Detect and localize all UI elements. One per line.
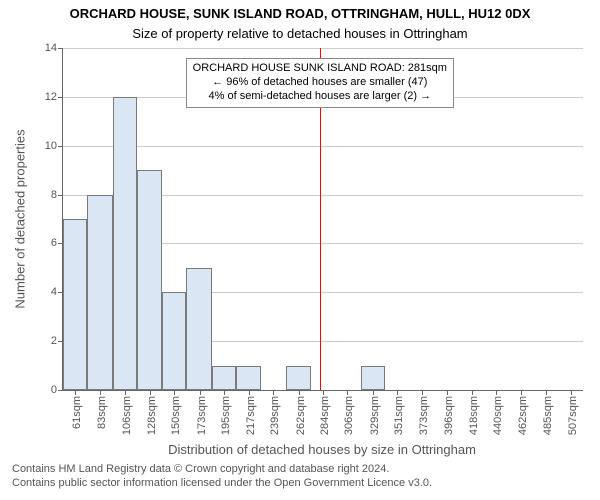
gridline bbox=[63, 48, 583, 49]
annotation-line: 4% of semi-detached houses are larger (2… bbox=[193, 90, 447, 104]
x-tick-label: 373sqm bbox=[418, 396, 430, 435]
gridline bbox=[63, 146, 583, 147]
histogram-bar bbox=[186, 268, 212, 390]
x-tick bbox=[249, 390, 250, 395]
y-tick-label: 10 bbox=[45, 140, 63, 152]
x-tick bbox=[75, 390, 76, 395]
histogram-bar bbox=[113, 97, 137, 390]
y-tick-label: 2 bbox=[51, 335, 63, 347]
histogram-bar bbox=[87, 195, 113, 390]
x-tick-label: 173sqm bbox=[196, 396, 208, 435]
x-tick-label: 239sqm bbox=[269, 396, 281, 435]
chart-footer: Contains HM Land Registry data © Crown c… bbox=[0, 462, 600, 491]
x-tick-label: 195sqm bbox=[220, 396, 232, 435]
footer-line1: Contains HM Land Registry data © Crown c… bbox=[12, 462, 600, 476]
y-tick-label: 4 bbox=[51, 286, 63, 298]
annotation-line: ORCHARD HOUSE SUNK ISLAND ROAD: 281sqm bbox=[193, 62, 447, 76]
y-tick-label: 6 bbox=[51, 237, 63, 249]
x-tick-label: 128sqm bbox=[146, 396, 158, 435]
y-tick-label: 12 bbox=[45, 91, 63, 103]
y-axis-label: Number of detached properties bbox=[13, 129, 28, 308]
x-tick bbox=[373, 390, 374, 395]
histogram-bar bbox=[361, 366, 385, 390]
x-tick-label: 351sqm bbox=[393, 396, 405, 435]
chart-title-line2: Size of property relative to detached ho… bbox=[0, 26, 600, 41]
x-tick-label: 306sqm bbox=[343, 396, 355, 435]
y-tick-label: 14 bbox=[45, 42, 63, 54]
histogram-bar bbox=[236, 366, 260, 390]
x-tick-label: 262sqm bbox=[295, 396, 307, 435]
x-tick-label: 217sqm bbox=[245, 396, 257, 435]
x-tick bbox=[422, 390, 423, 395]
x-tick-label: 440sqm bbox=[492, 396, 504, 435]
histogram-bar bbox=[212, 366, 236, 390]
x-tick bbox=[347, 390, 348, 395]
x-tick-label: 150sqm bbox=[170, 396, 182, 435]
x-tick bbox=[299, 390, 300, 395]
histogram-bar bbox=[286, 366, 310, 390]
annotation-box: ORCHARD HOUSE SUNK ISLAND ROAD: 281sqm← … bbox=[186, 58, 454, 107]
x-tick bbox=[546, 390, 547, 395]
histogram-bar bbox=[162, 292, 186, 390]
x-tick bbox=[323, 390, 324, 395]
x-tick bbox=[472, 390, 473, 395]
x-tick-label: 485sqm bbox=[542, 396, 554, 435]
x-tick bbox=[521, 390, 522, 395]
x-tick bbox=[447, 390, 448, 395]
x-axis-label: Distribution of detached houses by size … bbox=[168, 442, 476, 457]
chart-container: ORCHARD HOUSE, SUNK ISLAND ROAD, OTTRING… bbox=[0, 0, 600, 500]
x-tick-label: 396sqm bbox=[443, 396, 455, 435]
x-tick-label: 462sqm bbox=[517, 396, 529, 435]
x-tick-label: 418sqm bbox=[468, 396, 480, 435]
x-tick-label: 507sqm bbox=[567, 396, 579, 435]
x-tick-label: 61sqm bbox=[71, 396, 83, 429]
x-tick bbox=[100, 390, 101, 395]
y-tick-label: 0 bbox=[51, 384, 63, 396]
histogram-bar bbox=[137, 170, 161, 390]
x-tick bbox=[571, 390, 572, 395]
chart-title-line1: ORCHARD HOUSE, SUNK ISLAND ROAD, OTTRING… bbox=[0, 6, 600, 21]
x-tick-label: 106sqm bbox=[121, 396, 133, 435]
footer-line2: Contains public sector information licen… bbox=[12, 476, 600, 490]
x-tick bbox=[150, 390, 151, 395]
x-tick-label: 83sqm bbox=[96, 396, 108, 429]
x-tick bbox=[496, 390, 497, 395]
x-tick bbox=[273, 390, 274, 395]
x-tick-label: 329sqm bbox=[369, 396, 381, 435]
x-tick bbox=[200, 390, 201, 395]
x-tick bbox=[224, 390, 225, 395]
plot-area: 0246810121461sqm83sqm106sqm128sqm150sqm1… bbox=[62, 48, 583, 391]
histogram-bar bbox=[63, 219, 87, 390]
y-tick-label: 8 bbox=[51, 189, 63, 201]
x-tick bbox=[125, 390, 126, 395]
annotation-line: ← 96% of detached houses are smaller (47… bbox=[193, 76, 447, 90]
x-tick bbox=[397, 390, 398, 395]
x-tick bbox=[174, 390, 175, 395]
x-tick-label: 284sqm bbox=[319, 396, 331, 435]
